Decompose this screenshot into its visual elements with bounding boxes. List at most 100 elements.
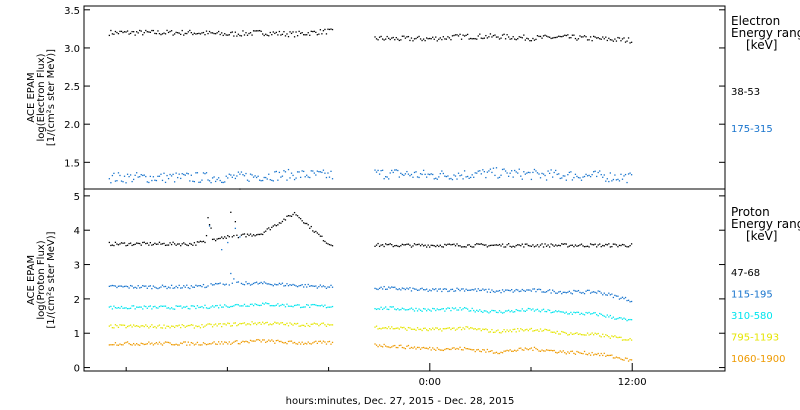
- data-point: [430, 173, 432, 175]
- data-point: [591, 40, 593, 42]
- data-point: [476, 329, 478, 331]
- data-point: [552, 37, 554, 39]
- data-point: [441, 170, 443, 172]
- data-point: [230, 211, 232, 213]
- data-point: [245, 324, 247, 326]
- data-point: [571, 293, 574, 295]
- data-point: [257, 233, 259, 236]
- data-point: [161, 243, 164, 245]
- data-point: [623, 37, 625, 39]
- data-point: [580, 352, 583, 355]
- data-point: [445, 175, 448, 178]
- data-point: [287, 168, 290, 171]
- data-point: [287, 325, 290, 327]
- data-point: [208, 225, 211, 227]
- data-point: [479, 33, 481, 35]
- data-point: [448, 178, 451, 180]
- data-point: [272, 31, 274, 33]
- data-point: [565, 332, 567, 335]
- data-point: [462, 327, 464, 329]
- data-point: [190, 285, 192, 287]
- data-point: [450, 177, 452, 180]
- data-point: [233, 174, 235, 176]
- data-point: [306, 304, 308, 306]
- data-point: [612, 336, 615, 338]
- data-point: [424, 244, 426, 246]
- data-point: [424, 327, 426, 329]
- data-point: [482, 311, 484, 314]
- data-point: [404, 328, 407, 330]
- data-point: [586, 245, 589, 247]
- data-point: [190, 305, 192, 307]
- data-point: [186, 344, 188, 346]
- data-point: [629, 42, 631, 44]
- data-point: [556, 245, 558, 247]
- data-point: [327, 341, 329, 343]
- data-point: [266, 340, 268, 343]
- data-point: [526, 243, 528, 245]
- data-point: [397, 288, 399, 291]
- data-point: [627, 360, 630, 362]
- data-point: [520, 175, 522, 177]
- data-point: [199, 284, 202, 287]
- data-point: [237, 281, 240, 283]
- data-point: [395, 327, 397, 329]
- data-point: [230, 305, 232, 308]
- data-point: [427, 348, 429, 350]
- data-point: [204, 173, 206, 175]
- data-point: [125, 327, 127, 329]
- data-point: [388, 243, 390, 246]
- data-point: [224, 304, 226, 306]
- data-point: [615, 179, 618, 181]
- data-point: [600, 292, 602, 294]
- data-point: [268, 227, 270, 229]
- data-point: [506, 289, 508, 291]
- data-point: [498, 289, 501, 292]
- data-point: [533, 168, 536, 171]
- y-tick-label: 1: [74, 329, 80, 340]
- data-point: [589, 292, 592, 294]
- data-point: [123, 285, 126, 288]
- data-point: [307, 176, 309, 178]
- data-point: [192, 33, 194, 36]
- data-point: [257, 175, 259, 177]
- data-point: [298, 325, 300, 327]
- data-point: [603, 335, 605, 338]
- data-point: [375, 38, 378, 40]
- data-point: [442, 288, 444, 290]
- data-point: [567, 334, 569, 336]
- data-point: [132, 244, 135, 246]
- data-point: [430, 329, 432, 331]
- data-point: [145, 175, 147, 178]
- data-point: [242, 233, 244, 235]
- data-point: [621, 178, 624, 180]
- data-point: [394, 39, 396, 41]
- data-point: [485, 328, 487, 330]
- data-point: [108, 178, 111, 180]
- data-point: [483, 171, 485, 173]
- data-point: [526, 328, 528, 331]
- data-point: [207, 217, 209, 219]
- data-point: [445, 288, 448, 290]
- data-point: [389, 172, 391, 174]
- data-point: [146, 287, 148, 289]
- data-point: [243, 341, 246, 343]
- data-point: [259, 29, 261, 32]
- data-point: [290, 323, 293, 325]
- data-point: [433, 288, 435, 291]
- data-point: [483, 310, 485, 312]
- data-point: [239, 236, 241, 238]
- data-point: [463, 346, 466, 349]
- data-point: [585, 36, 587, 38]
- data-point: [318, 340, 320, 343]
- data-point: [322, 240, 325, 242]
- data-point: [404, 288, 407, 291]
- data-point: [495, 290, 498, 292]
- data-point: [553, 245, 555, 247]
- data-point: [494, 291, 496, 293]
- data-point: [512, 36, 514, 38]
- data-point: [442, 328, 444, 330]
- data-point: [202, 307, 205, 309]
- data-point: [415, 348, 417, 350]
- data-point: [128, 242, 130, 245]
